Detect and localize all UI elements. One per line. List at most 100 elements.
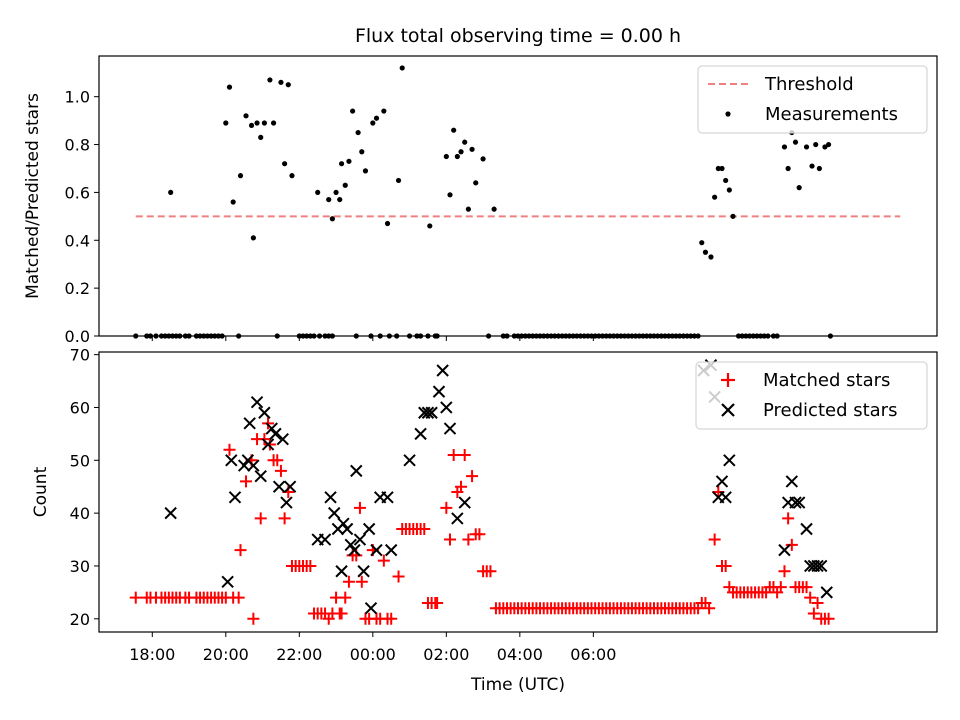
predicted-star-point: [258, 406, 271, 419]
measurement-point: [816, 165, 822, 172]
top-y-tick-label: 0.8: [65, 136, 90, 155]
predicted-star-point: [425, 406, 438, 419]
matched-star-point: [473, 528, 486, 541]
predicted-star-point: [384, 543, 398, 557]
top-axes-frame: [98, 55, 938, 337]
predicted-star-point: [381, 491, 394, 504]
measurements-layer: [133, 65, 834, 339]
matched-star-point: [258, 433, 271, 446]
measurement-point: [362, 168, 369, 174]
bottom-y-tick-label: 50: [70, 451, 90, 470]
matched-legend-label: Matched stars: [763, 370, 890, 391]
matched-star-point: [703, 602, 716, 615]
predicted-star-point: [370, 543, 383, 557]
matched-star-point: [778, 565, 791, 578]
measurement-point: [726, 187, 732, 193]
measurement-point: [699, 240, 705, 246]
bottom-x-axis-label: Time (UTC): [470, 675, 565, 695]
predicted-star-point: [254, 469, 267, 483]
predicted-star-point: [221, 575, 234, 589]
measurement-point: [237, 173, 244, 179]
predicted-star-point: [276, 432, 289, 446]
bottom-x-ticks: 18:00 20:00 22:00 00:00 02:00 04:00 06:00: [129, 632, 616, 664]
top-y-ticks: 0.0 0.2 0.4 0.6 0.8 1.0: [65, 88, 99, 346]
predicted-star-point: [357, 565, 370, 578]
measurement-point: [223, 120, 229, 126]
matched-star-point: [385, 612, 398, 625]
measurement-point: [278, 79, 284, 85]
predicted-star-point: [789, 496, 802, 509]
matched-star-point: [719, 559, 732, 572]
predicted-star-point: [340, 522, 354, 536]
matched-star-point: [247, 612, 260, 625]
predicted-star-point: [436, 364, 449, 377]
predicted-star-point: [324, 491, 337, 504]
measurement-point: [785, 165, 791, 172]
matched-star-point: [462, 533, 475, 546]
top-y-tick-label: 0.4: [65, 231, 90, 250]
measurement-point: [381, 108, 387, 114]
measurement-point: [333, 189, 339, 196]
predicted-star-point: [237, 459, 251, 472]
predicted-star-point: [364, 602, 378, 615]
matched-star-point: [392, 570, 405, 583]
bottom-x-tick-label: 02:00: [423, 645, 469, 664]
predicted-star-point: [344, 538, 357, 552]
predicted-star-point: [719, 491, 732, 504]
predicted-star-point: [243, 417, 256, 430]
bottom-x-tick-label: 06:00: [570, 645, 616, 664]
bottom-y-ticks: 20 30 40 50 60 70: [70, 346, 99, 629]
bottom-y-tick-label: 20: [70, 610, 90, 629]
matched-star-point: [484, 565, 497, 578]
measurement-point: [473, 180, 479, 186]
measurement-point: [230, 199, 236, 205]
predicted-star-point: [403, 454, 416, 467]
predicted-star-point: [348, 543, 361, 557]
top-y-tick-label: 1.0: [65, 88, 90, 107]
predicted-star-point: [421, 406, 435, 419]
matched-star-point: [263, 438, 276, 451]
measurement-point: [803, 144, 810, 150]
measurement-point: [454, 153, 460, 160]
bottom-y-axis-label: Count: [31, 466, 51, 517]
measurement-point: [254, 120, 260, 126]
matched-star-point: [804, 591, 817, 604]
matched-star-point: [444, 533, 457, 546]
bottom-x-tick-label: 20:00: [203, 645, 249, 664]
predicted-star-point: [337, 517, 350, 530]
predicted-star-point: [335, 565, 348, 578]
measurement-point: [730, 213, 736, 219]
measurement-point: [315, 189, 321, 196]
measurement-point: [250, 235, 256, 241]
measurement-point: [395, 177, 402, 184]
measurement-point: [491, 206, 497, 212]
predicted-star-point: [362, 522, 376, 536]
predicted-star-point: [440, 401, 453, 414]
matched-star-point: [800, 581, 813, 594]
measurement-point: [373, 115, 380, 121]
measurement-point: [282, 161, 288, 167]
matched-star-point: [458, 449, 471, 462]
matched-star-point: [339, 591, 352, 604]
matched-star-point: [335, 607, 348, 620]
measurement-point: [723, 177, 729, 184]
predicted-star-point: [811, 559, 824, 573]
measurement-point: [384, 220, 391, 227]
bottom-panel: 20 30 40 50 60 70 18:00 20:00 22:00 00:00 02:00 04…: [31, 346, 938, 695]
bottom-y-tick-label: 60: [70, 398, 90, 417]
measurement-point: [469, 146, 475, 152]
predicted-star-point: [228, 491, 242, 504]
measurement-point: [329, 216, 335, 222]
measurement-point: [350, 108, 356, 114]
matched-star-point: [440, 501, 453, 514]
measurement-point: [825, 141, 832, 148]
predicted-legend-label: Predicted stars: [763, 400, 897, 421]
measurement-point: [443, 153, 449, 160]
threshold-legend-label: Threshold: [764, 74, 854, 95]
measurement-point: [337, 196, 343, 203]
matched-star-point: [785, 538, 798, 551]
predicted-star-point: [785, 475, 799, 488]
matched-star-point: [278, 512, 291, 525]
bottom-x-tick-label: 00:00: [350, 645, 396, 664]
top-legend-box: [697, 65, 928, 134]
